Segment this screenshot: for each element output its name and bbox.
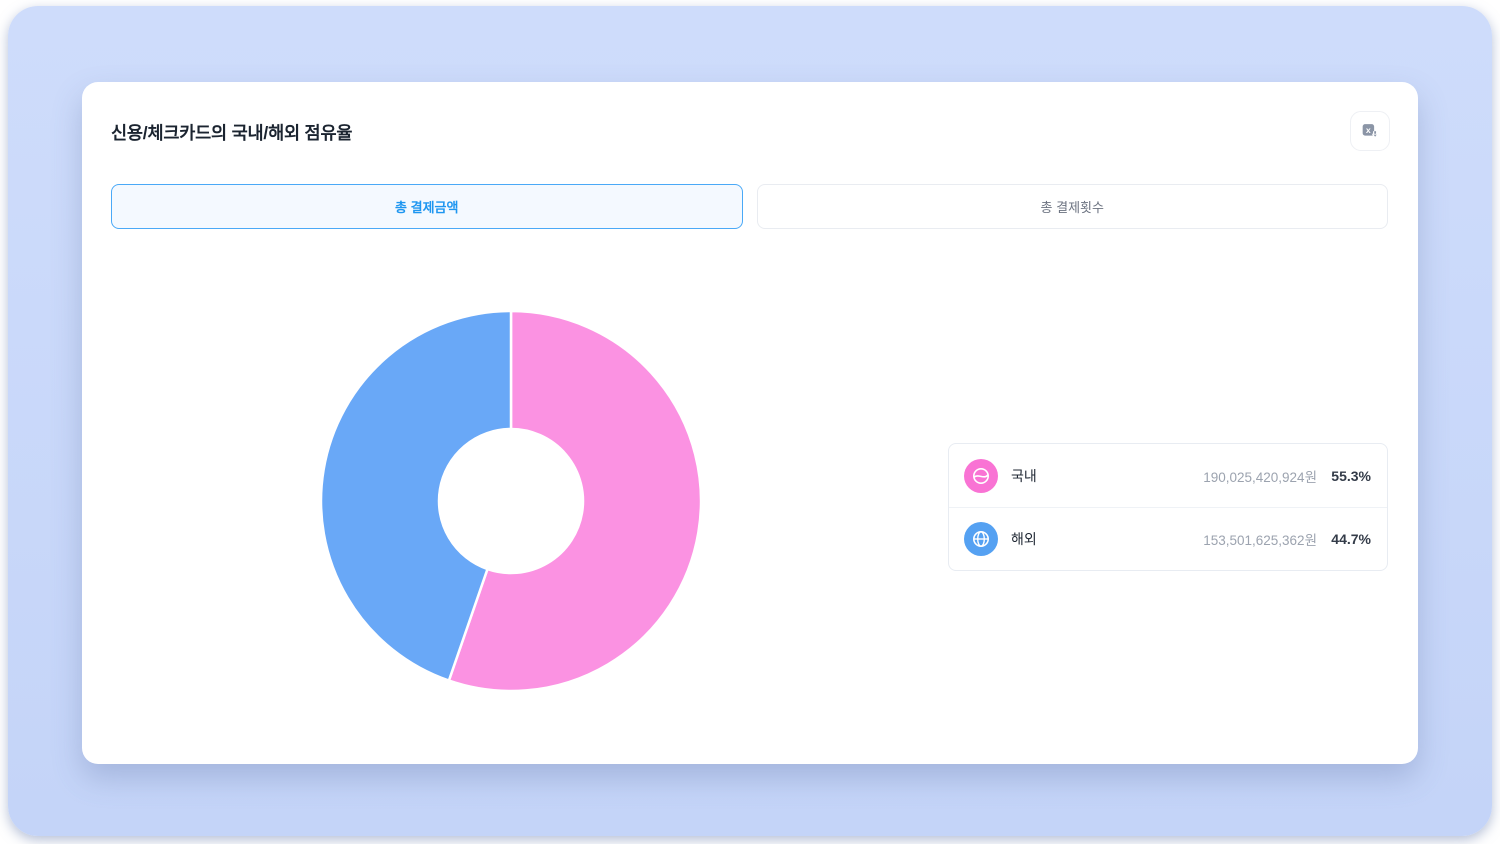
tab-total-payment-amount[interactable]: 총 결제금액 [111,184,743,229]
donut-chart [319,309,703,693]
legend-panel: 국내 190,025,420,924원 55.3% 해외 153,501,625… [948,443,1388,571]
domestic-wave-icon [964,458,998,493]
legend-label: 해외 [1011,531,1037,547]
legend-amount: 190,025,420,924원 [1203,469,1317,485]
legend-label: 국내 [1011,467,1037,484]
page-title: 신용/체크카드의 국내/해외 점유율 [111,123,353,143]
legend-row-domestic[interactable]: 국내 190,025,420,924원 55.3% [949,444,1387,507]
excel-export-button[interactable]: x [1350,111,1390,151]
share-ratio-card: 신용/체크카드의 국내/해외 점유율 x 총 결제금액 총 결제횟수 [82,82,1418,764]
legend-row-overseas[interactable]: 해외 153,501,625,362원 44.7% [949,507,1387,570]
svg-text:x: x [1366,125,1371,135]
donut-slice-overseas[interactable] [319,309,513,682]
excel-download-icon: x [1359,120,1381,142]
legend-amount: 153,501,625,362원 [1203,533,1317,548]
globe-icon [964,522,998,556]
legend-percent: 44.7% [1331,531,1371,547]
tab-total-payment-count[interactable]: 총 결제횟수 [756,184,1388,229]
metric-tabs: 총 결제금액 총 결제횟수 [111,184,1388,229]
legend-percent: 55.3% [1331,467,1371,484]
